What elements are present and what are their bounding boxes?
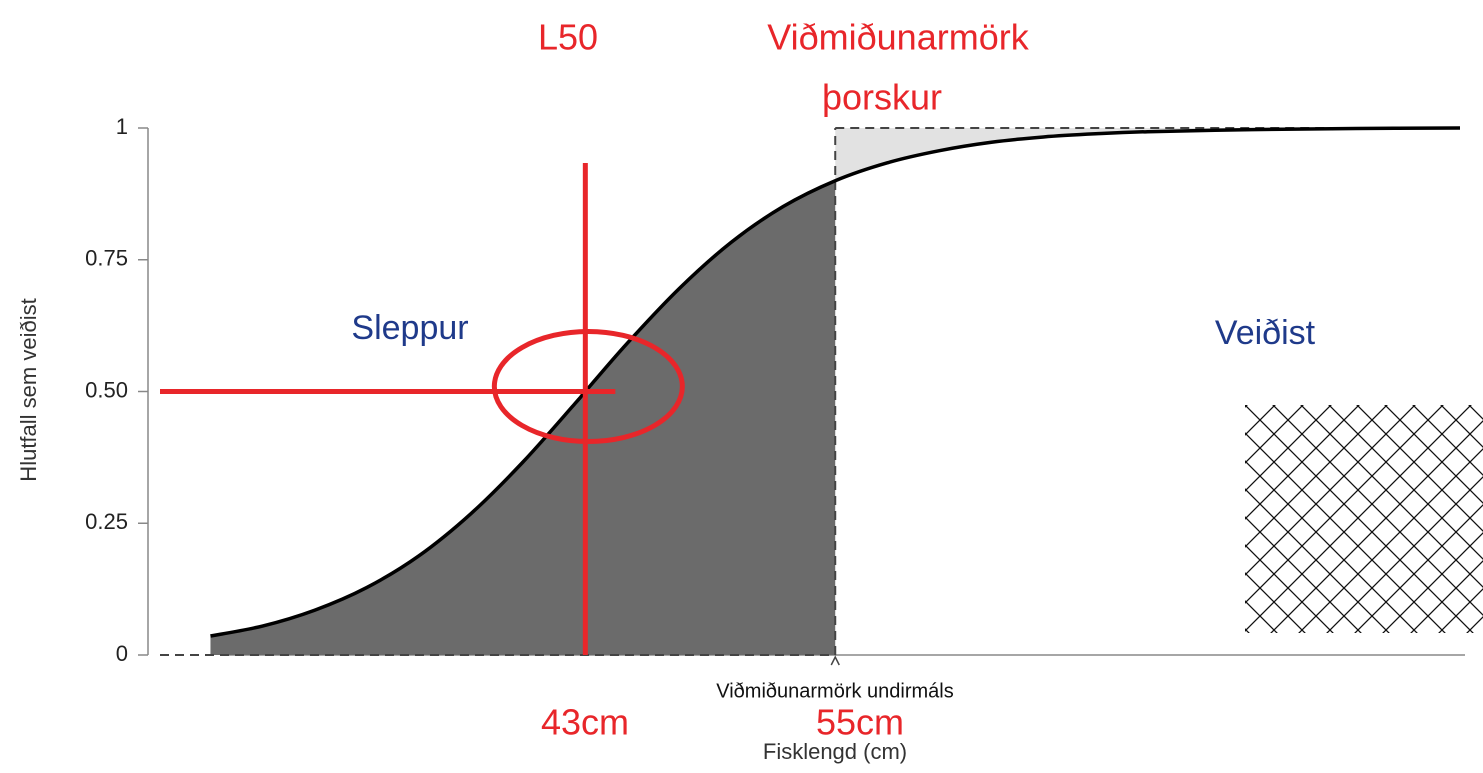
- y-axis-label: Hlutfall sem veiðist: [16, 298, 41, 481]
- plot: 0 0.25 0.50 0.75 1: [85, 114, 1465, 666]
- region-label: Veiðist: [1215, 314, 1316, 352]
- y-tick-label: 0.75: [85, 246, 128, 271]
- selection-curve: [210, 126, 1461, 638]
- limit-x-label: 55cm: [816, 702, 904, 743]
- x-axis-label: Fisklengd (cm): [763, 739, 907, 764]
- released-area: [210, 180, 836, 655]
- l50-x-label: 43cm: [541, 702, 629, 743]
- y-tick-label: 0: [116, 641, 128, 666]
- l50-circle: [491, 329, 685, 444]
- y-tick-label: 1: [116, 114, 128, 139]
- y-tick-label: 0.25: [85, 509, 128, 534]
- title-line: Viðmiðunarmörk: [767, 17, 1029, 58]
- l50-label: L50: [538, 17, 598, 58]
- net-icon: [1245, 405, 1483, 633]
- y-tick-label: 0.50: [85, 377, 128, 402]
- limit-label: Viðmiðunarmörk undirmáls: [716, 680, 954, 702]
- limit-tick: [830, 655, 840, 666]
- title-line: þorskur: [822, 77, 942, 118]
- region-label: Sleppur: [351, 309, 468, 347]
